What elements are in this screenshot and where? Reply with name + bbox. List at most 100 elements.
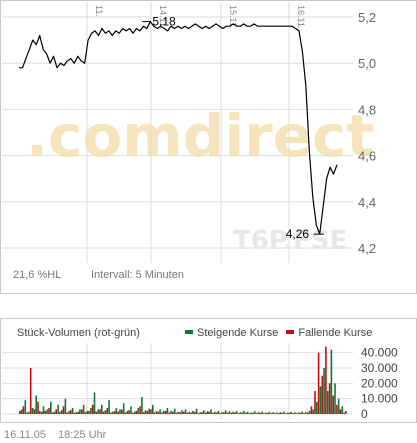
volume-bar-up [86,410,88,414]
volume-bar-up [53,411,56,414]
legend: Steigende Kurse Fallende Kurse [177,327,372,339]
volume-bar-down [281,412,283,414]
volume-bar-up [283,411,285,414]
volume-bar-up [104,410,107,414]
volume-bar-down [175,412,178,414]
volume-bar-down [263,413,265,414]
volume-bar-down [139,406,141,414]
volume-bar-up [294,412,296,414]
volume-bar-up [122,403,125,414]
volume-bar-down [146,410,149,414]
volume-y-tick-label: 0 [361,407,368,421]
volume-bar-down [135,410,138,414]
volume-bar-up [68,410,70,414]
volume-bar-up [144,410,147,414]
volume-bar-down [113,410,116,414]
watermark-logo: .comdirect [26,102,374,170]
volume-bar-up [246,411,249,414]
volume-bar-up [210,409,212,414]
volume-bar-up [214,411,216,414]
price-chart-panel: .comdirect T6P.FSE 11. 14.11. 15.11. 16.11.… [0,0,417,294]
volume-bar-up [75,412,78,414]
legend-down-label: Fallende Kurse [298,327,373,339]
volume-bar-down [84,412,87,414]
volume-bar-down [248,413,251,414]
volume-bar-up [254,411,256,414]
volume-bar-up [42,406,45,414]
volume-bar-down [226,412,229,414]
volume-bar-down [237,413,240,414]
volume-bar-up [137,407,139,414]
volume-bar-down [197,413,200,414]
volume-bar-down [29,368,32,414]
volume-bar-down [343,412,345,414]
price-y-tick-label: 5,2 [358,10,376,25]
volume-bar-down [55,409,57,414]
volume-bar-up [243,410,245,414]
volume-bar-down [332,395,334,414]
volume-bar-up [173,408,176,414]
volume-bar-up [192,410,194,414]
volume-grid [2,343,353,419]
volume-bar-up [50,401,52,414]
volume-bar-down [161,412,163,414]
volume-bar-up [261,411,263,414]
volume-bar-up [31,407,34,414]
volume-bar-down [285,413,287,414]
volume-bar-up [330,349,333,414]
volume-bar-up [308,410,311,414]
volume-bar-up [119,409,121,414]
volume-bar-down [270,413,273,414]
volume-bar-down [99,409,101,414]
x-day-label: 16.11. [296,5,306,29]
volume-bar-down [314,391,316,414]
volume-bar-up [163,410,165,414]
volume-bar-up [235,410,238,414]
volume-bar-up [188,411,191,414]
volume-bar-down [321,375,324,414]
volume-bar-up [20,409,23,414]
volume-bar-down [299,412,302,414]
volume-bar-up [90,407,92,414]
volume-bar-up [312,409,314,414]
volume-bar-down [336,404,338,414]
volume-bar-down [51,412,54,414]
volume-bar-down [44,410,47,414]
volume-bar-down [77,411,79,414]
volume-bar-down [22,406,25,414]
volume-bar-down [132,412,134,414]
volume-bar-up [148,408,150,414]
legend-swatch-up [185,330,193,335]
volume-bar-up [130,406,132,414]
volume-bar-down [81,409,83,414]
x-day-labels: 11. 14.11. 15.11. 16.11. [94,5,306,29]
volume-bar-up [341,406,344,414]
volume-bar-up [290,411,293,414]
price-y-tick-label: 5,0 [358,56,376,71]
volume-bar-up [82,404,85,414]
volume-bar-down [124,412,127,414]
volume-bars [19,346,347,414]
volume-bar-up [272,412,274,414]
volume-bar-up [203,410,205,414]
volume-bar-up [323,368,325,414]
volume-bar-down [37,401,39,414]
volume-bar-up [133,411,136,414]
volume-bar-up [275,412,278,414]
volume-bar-down [296,413,298,414]
volume-y-tick-label: 40.000 [361,346,398,360]
volume-bar-up [64,398,67,414]
volume-bar-down [19,410,21,414]
volume-bar-down [255,413,258,414]
price-y-tick-label: 4,2 [358,241,376,256]
watermark-ticker: T6P.FSE [233,226,347,256]
volume-bar-down [234,412,236,414]
volume-y-tick-label: 20.000 [361,376,398,390]
volume-bar-up [217,410,220,414]
volume-bar-up [28,411,30,414]
volume-bar-down [212,412,214,414]
time-label: 18:25 Uhr [58,429,107,441]
volume-bar-up [265,412,267,414]
volume-bar-up [177,411,180,414]
volume-bar-up [126,410,129,414]
